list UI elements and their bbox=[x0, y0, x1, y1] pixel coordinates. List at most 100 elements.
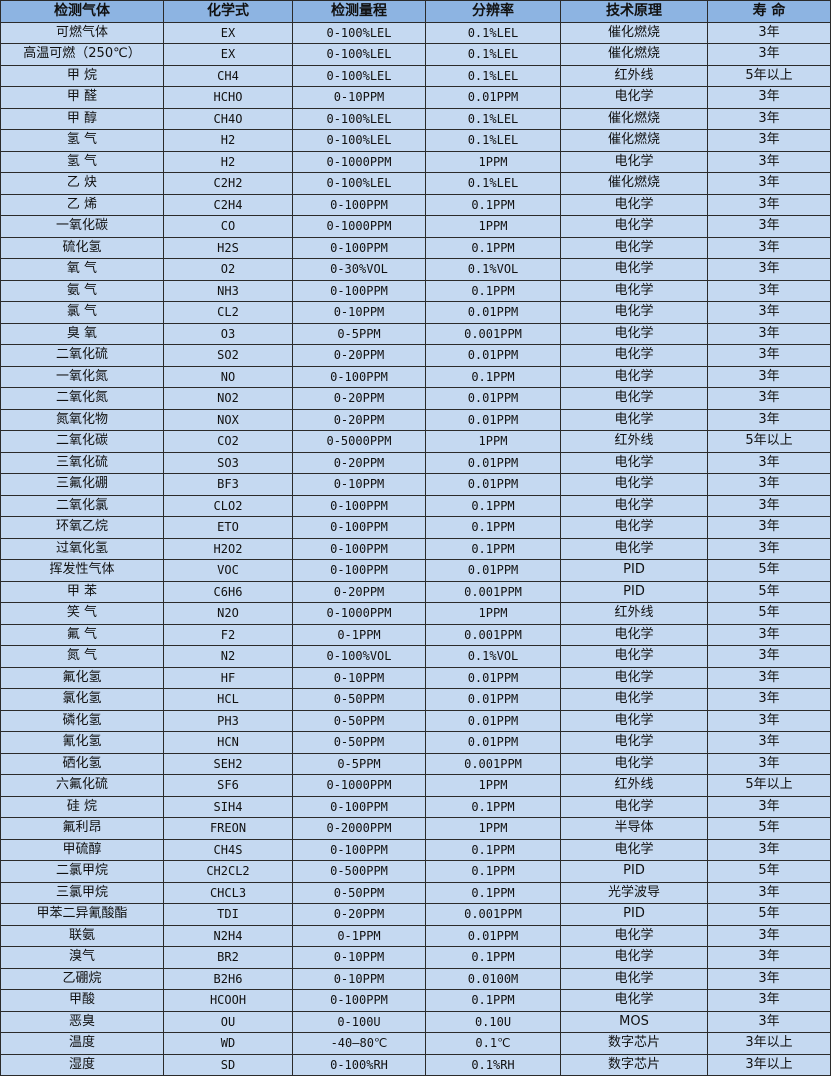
cell-chemical-formula: CO bbox=[163, 215, 293, 238]
cell-gas-name: 臭 氧 bbox=[0, 322, 164, 345]
cell-chemical-formula: NO bbox=[163, 365, 293, 388]
cell-resolution: 0.1PPM bbox=[425, 516, 561, 539]
cell-resolution: 0.01PPM bbox=[425, 473, 561, 496]
cell-technology-principle: 电化学 bbox=[560, 408, 708, 431]
cell-detection-range: 0-100PPM bbox=[292, 279, 426, 302]
cell-chemical-formula: CL2 bbox=[163, 301, 293, 324]
cell-resolution: 0.01PPM bbox=[425, 451, 561, 474]
cell-gas-name: 甲 苯 bbox=[0, 580, 164, 603]
cell-resolution: 1PPM bbox=[425, 215, 561, 238]
cell-lifespan: 3年 bbox=[707, 236, 831, 259]
cell-resolution: 0.10U bbox=[425, 1010, 561, 1033]
cell-resolution: 0.001PPM bbox=[425, 903, 561, 926]
cell-resolution: 0.1%LEL bbox=[425, 172, 561, 195]
cell-detection-range: -40—80℃ bbox=[292, 1032, 426, 1055]
cell-chemical-formula: C2H2 bbox=[163, 172, 293, 195]
table-row: 乙 炔 C2H2 0-100%LEL 0.1%LEL 催化燃烧 3年 bbox=[0, 172, 831, 195]
cell-gas-name: 环氧乙烷 bbox=[0, 516, 164, 539]
cell-lifespan: 3年 bbox=[707, 752, 831, 775]
cell-gas-name: 甲苯二异氰酸酯 bbox=[0, 903, 164, 926]
cell-resolution: 0.1PPM bbox=[425, 494, 561, 517]
cell-gas-name: 恶臭 bbox=[0, 1010, 164, 1033]
cell-detection-range: 0-100%LEL bbox=[292, 21, 426, 44]
cell-chemical-formula: C2H4 bbox=[163, 193, 293, 216]
cell-lifespan: 5年 bbox=[707, 580, 831, 603]
cell-chemical-formula: NO2 bbox=[163, 387, 293, 410]
table-row: 氯化氢 HCL 0-50PPM 0.01PPM 电化学 3年 bbox=[0, 688, 831, 711]
cell-resolution: 0.01PPM bbox=[425, 301, 561, 324]
cell-technology-principle: 电化学 bbox=[560, 752, 708, 775]
cell-resolution: 0.1PPM bbox=[425, 236, 561, 259]
cell-technology-principle: 催化燃烧 bbox=[560, 43, 708, 66]
cell-detection-range: 0-100PPM bbox=[292, 516, 426, 539]
cell-gas-name: 二氧化碳 bbox=[0, 430, 164, 453]
cell-resolution: 0.01PPM bbox=[425, 731, 561, 754]
cell-detection-range: 0-10PPM bbox=[292, 473, 426, 496]
cell-lifespan: 3年 bbox=[707, 387, 831, 410]
cell-gas-name: 三氯甲烷 bbox=[0, 881, 164, 904]
cell-chemical-formula: C6H6 bbox=[163, 580, 293, 603]
header-row: 检测气体 化学式 检测量程 分辨率 技术原理寿 命 bbox=[0, 0, 831, 23]
cell-chemical-formula: SEH2 bbox=[163, 752, 293, 775]
cell-lifespan: 3年 bbox=[707, 150, 831, 173]
cell-resolution: 0.1%LEL bbox=[425, 64, 561, 87]
cell-chemical-formula: CLO2 bbox=[163, 494, 293, 517]
cell-technology-principle: 电化学 bbox=[560, 193, 708, 216]
cell-chemical-formula: OU bbox=[163, 1010, 293, 1033]
table-row: 氟利昂 FREON 0-2000PPM 1PPM 半导体 5年 bbox=[0, 817, 831, 840]
cell-technology-principle: PID bbox=[560, 860, 708, 883]
cell-technology-principle: 电化学 bbox=[560, 537, 708, 560]
cell-chemical-formula: NOX bbox=[163, 408, 293, 431]
cell-gas-name: 温度 bbox=[0, 1032, 164, 1055]
cell-resolution: 1PPM bbox=[425, 602, 561, 625]
table-row: 甲苯二异氰酸酯 TDI 0-20PPM 0.001PPM PID 5年 bbox=[0, 903, 831, 926]
cell-lifespan: 3年 bbox=[707, 21, 831, 44]
cell-lifespan: 3年 bbox=[707, 1010, 831, 1033]
cell-chemical-formula: SIH4 bbox=[163, 795, 293, 818]
cell-detection-range: 0-5PPM bbox=[292, 752, 426, 775]
table-row: 硅 烷 SIH4 0-100PPM 0.1PPM 电化学 3年 bbox=[0, 795, 831, 818]
cell-detection-range: 0-100PPM bbox=[292, 795, 426, 818]
cell-lifespan: 3年 bbox=[707, 666, 831, 689]
cell-technology-principle: 红外线 bbox=[560, 430, 708, 453]
cell-gas-name: 可燃气体 bbox=[0, 21, 164, 44]
table-row: 笑 气 N2O 0-1000PPM 1PPM 红外线 5年 bbox=[0, 602, 831, 625]
cell-detection-range: 0-100PPM bbox=[292, 989, 426, 1012]
cell-resolution: 0.1PPM bbox=[425, 795, 561, 818]
cell-resolution: 0.1PPM bbox=[425, 193, 561, 216]
cell-detection-range: 0-5PPM bbox=[292, 322, 426, 345]
table-row: 高温可燃（250℃） EX 0-100%LEL 0.1%LEL 催化燃烧 3年 bbox=[0, 43, 831, 66]
cell-technology-principle: 电化学 bbox=[560, 301, 708, 324]
cell-gas-name: 氟利昂 bbox=[0, 817, 164, 840]
cell-gas-name: 氯化氢 bbox=[0, 688, 164, 711]
cell-technology-principle: 电化学 bbox=[560, 236, 708, 259]
cell-technology-principle: 电化学 bbox=[560, 86, 708, 109]
cell-detection-range: 0-20PPM bbox=[292, 903, 426, 926]
cell-resolution: 0.1℃ bbox=[425, 1032, 561, 1055]
table-row: 二氧化碳 CO2 0-5000PPM 1PPM 红外线 5年以上 bbox=[0, 430, 831, 453]
table-row: 挥发性气体 VOC 0-100PPM 0.01PPM PID 5年 bbox=[0, 559, 831, 582]
cell-lifespan: 5年 bbox=[707, 817, 831, 840]
cell-lifespan: 3年 bbox=[707, 688, 831, 711]
cell-gas-name: 氟 气 bbox=[0, 623, 164, 646]
cell-chemical-formula: F2 bbox=[163, 623, 293, 646]
cell-detection-range: 0-100PPM bbox=[292, 537, 426, 560]
cell-detection-range: 0-10PPM bbox=[292, 666, 426, 689]
cell-detection-range: 0-100%LEL bbox=[292, 64, 426, 87]
cell-lifespan: 3年 bbox=[707, 258, 831, 281]
cell-lifespan: 3年 bbox=[707, 301, 831, 324]
cell-chemical-formula: CH4 bbox=[163, 64, 293, 87]
cell-resolution: 0.01PPM bbox=[425, 688, 561, 711]
cell-detection-range: 0-10PPM bbox=[292, 967, 426, 990]
cell-technology-principle: 电化学 bbox=[560, 645, 708, 668]
cell-detection-range: 0-5000PPM bbox=[292, 430, 426, 453]
table-row: 氟化氢 HF 0-10PPM 0.01PPM 电化学 3年 bbox=[0, 666, 831, 689]
cell-chemical-formula: HCHO bbox=[163, 86, 293, 109]
cell-detection-range: 0-10PPM bbox=[292, 301, 426, 324]
cell-lifespan: 3年 bbox=[707, 322, 831, 345]
cell-gas-name: 硒化氢 bbox=[0, 752, 164, 775]
cell-chemical-formula: BF3 bbox=[163, 473, 293, 496]
cell-detection-range: 0-30%VOL bbox=[292, 258, 426, 281]
cell-lifespan: 5年以上 bbox=[707, 774, 831, 797]
cell-resolution: 0.001PPM bbox=[425, 322, 561, 345]
